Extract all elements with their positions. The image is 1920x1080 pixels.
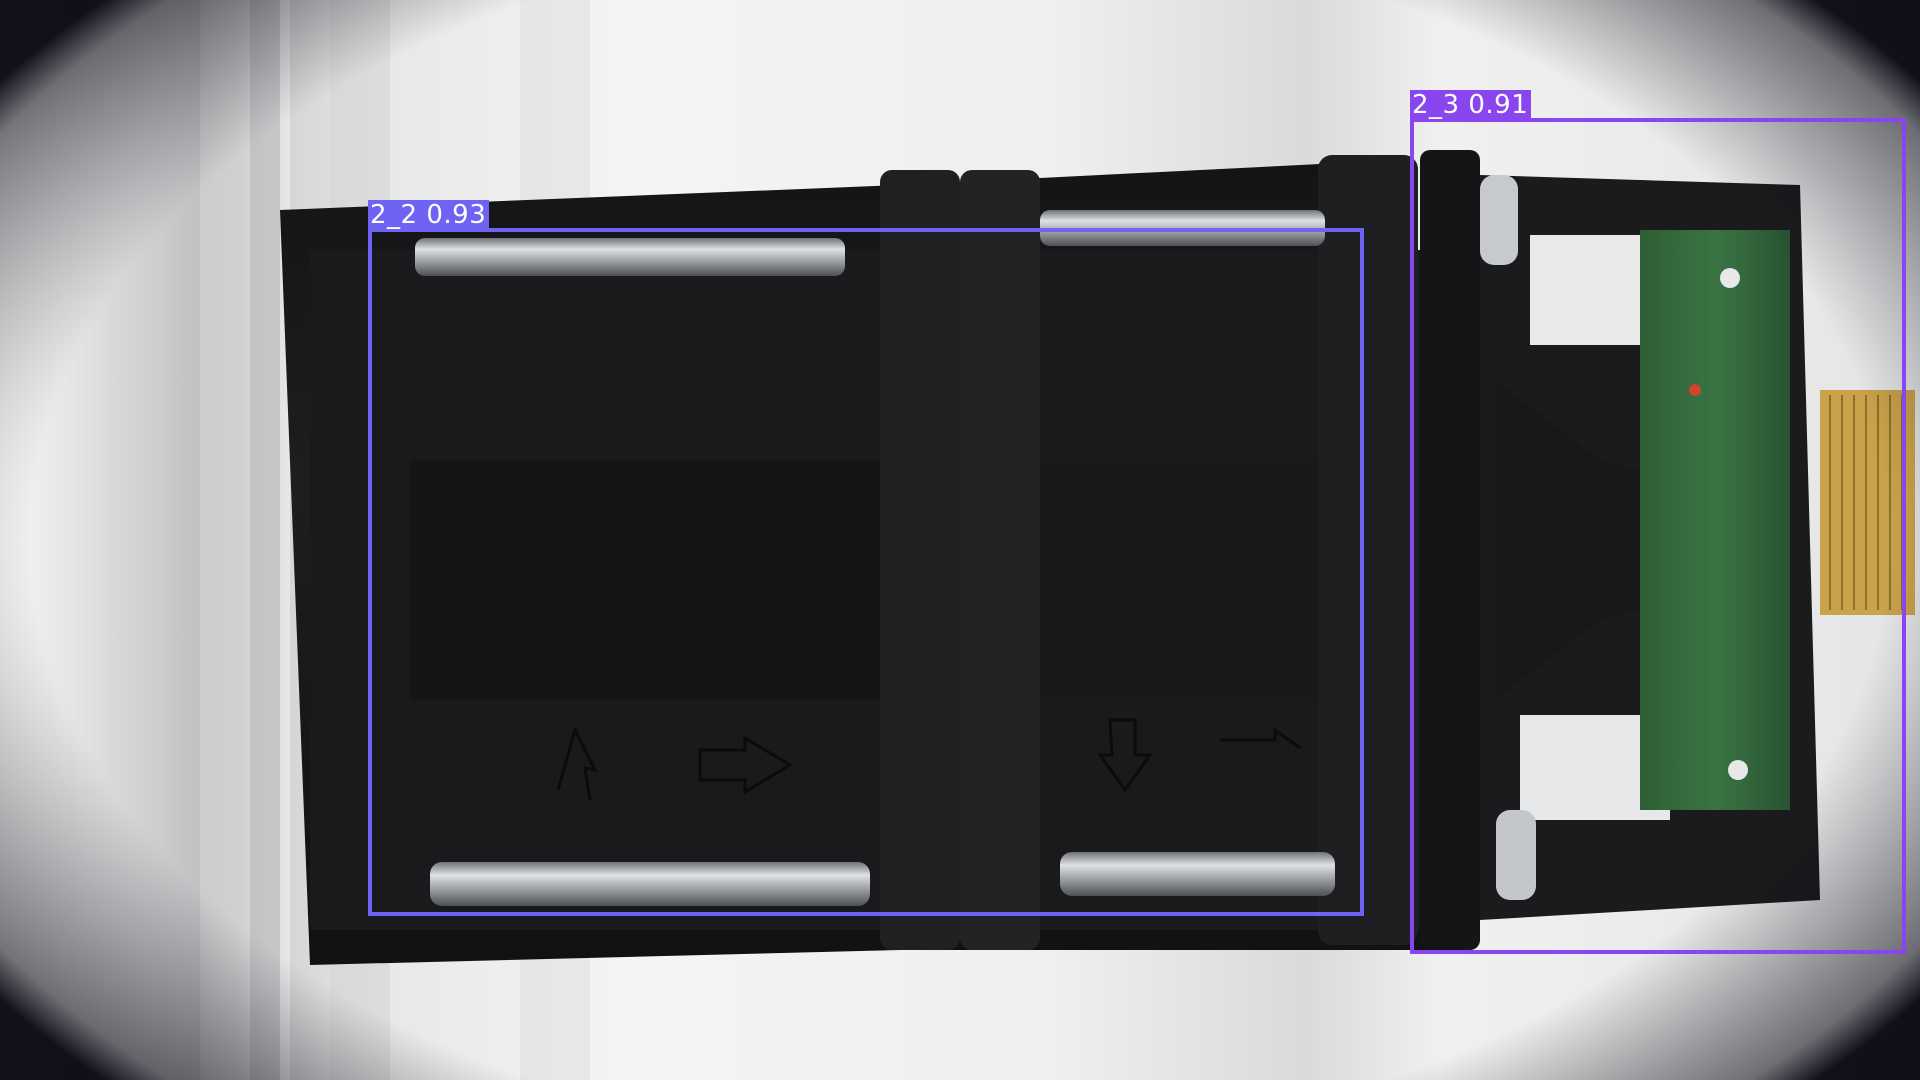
detection-score: 0.93 xyxy=(426,200,487,230)
detection-class: 2_2 xyxy=(370,200,418,230)
detection-label-2-2: 2_2 0.93 xyxy=(368,200,490,230)
detection-box-2-2 xyxy=(368,228,1364,916)
detection-class: 2_3 xyxy=(1412,90,1460,120)
detection-label-2-3: 2_3 0.91 xyxy=(1410,90,1532,120)
detection-box-2-3 xyxy=(1410,118,1906,954)
detection-score: 0.91 xyxy=(1468,90,1529,120)
